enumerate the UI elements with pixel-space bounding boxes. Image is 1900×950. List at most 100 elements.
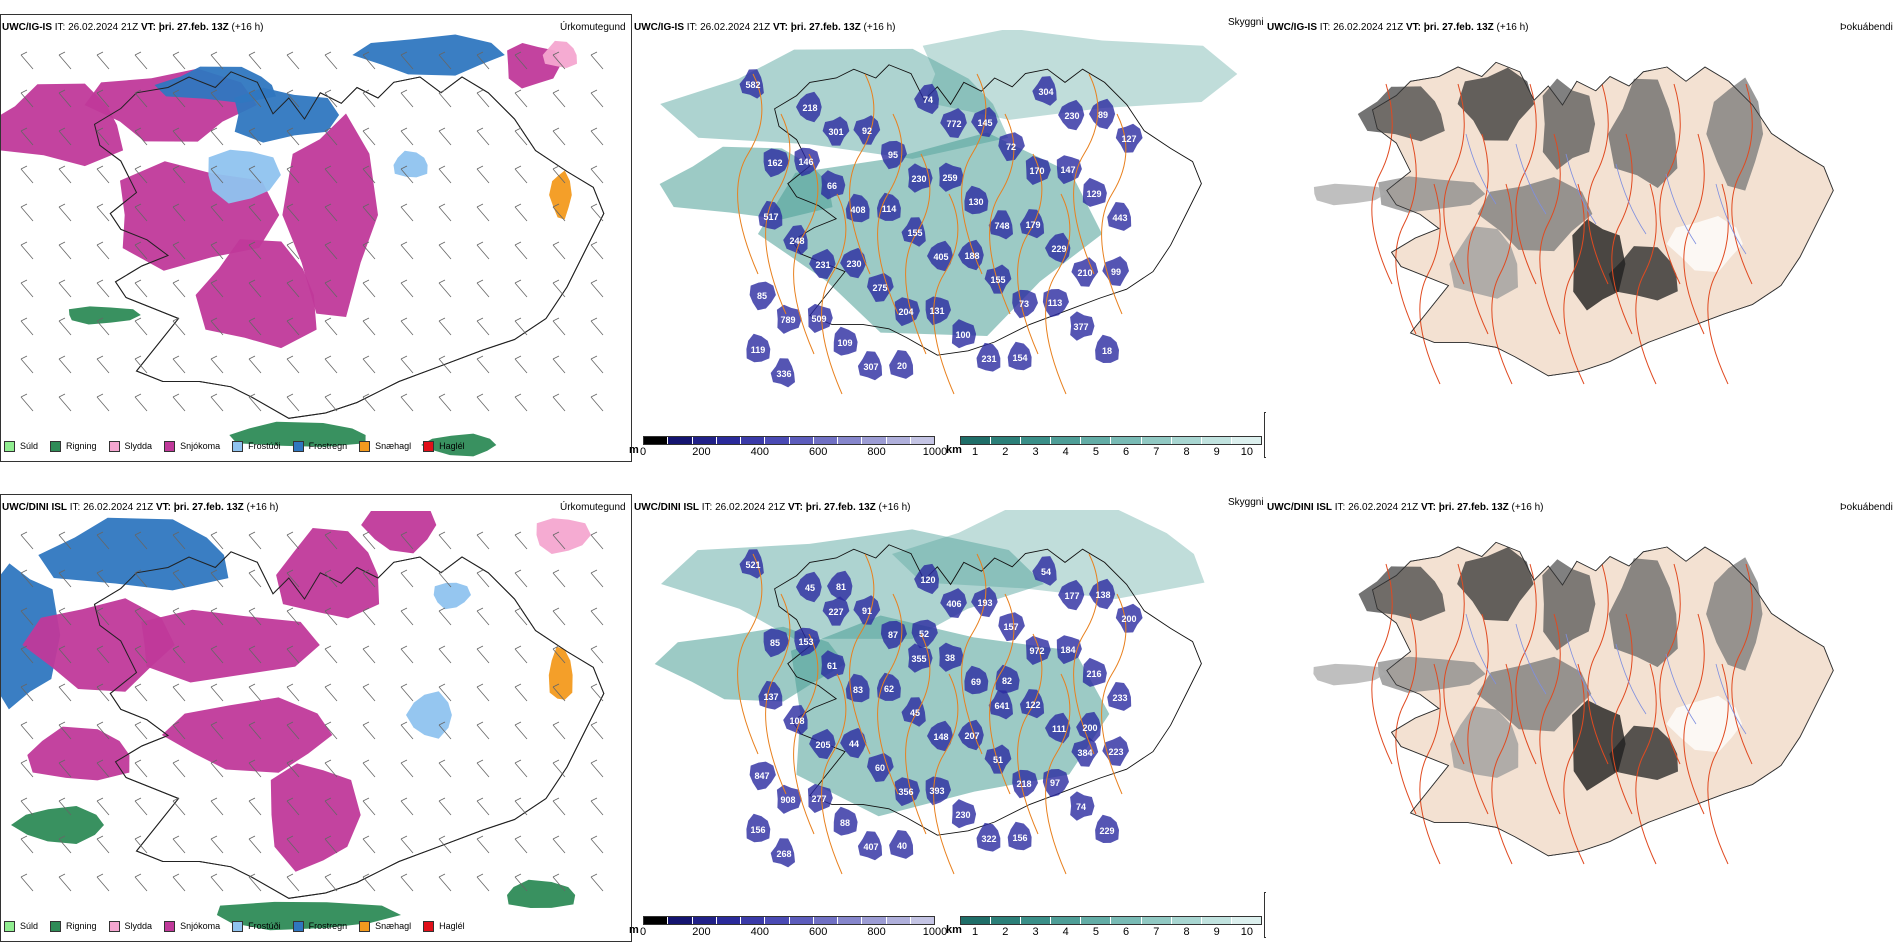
colorbar-cell xyxy=(886,437,911,444)
ceiling-patch xyxy=(840,247,867,279)
wind-barb xyxy=(248,607,262,626)
wind-barb xyxy=(400,89,414,108)
wind-barb-flag xyxy=(248,607,256,612)
ceiling-value-label: 233 xyxy=(1112,693,1127,703)
wind-barb-shaft xyxy=(476,762,490,778)
wind-barb xyxy=(324,873,338,892)
wind-barb-shaft xyxy=(400,724,414,740)
wind-barb-flag xyxy=(286,683,294,688)
wind-barb-shaft xyxy=(58,610,72,626)
ceiling-value-label: 74 xyxy=(1076,802,1086,812)
precip-area xyxy=(352,34,505,76)
wind-barb xyxy=(248,279,262,298)
wind-barb-flag xyxy=(210,683,218,688)
wind-barb-shaft xyxy=(590,206,604,222)
legend-swatch xyxy=(232,440,244,452)
wind-barb-flag xyxy=(476,355,484,360)
wind-barb-shaft xyxy=(286,396,300,412)
ceiling-patch xyxy=(746,813,771,843)
wind-barb xyxy=(134,51,148,70)
wind-barb-flag xyxy=(96,721,104,726)
wind-barb-shaft xyxy=(134,282,148,298)
ceiling-value-label: 218 xyxy=(1016,779,1031,789)
wind-barb xyxy=(324,645,338,664)
wind-barb-shaft xyxy=(248,800,262,816)
colorbar-cell xyxy=(716,437,741,444)
wind-barb xyxy=(210,241,224,260)
fog-patch xyxy=(1706,77,1764,191)
wind-barb-shaft xyxy=(96,572,110,588)
wind-barb-flag xyxy=(172,203,180,208)
wind-barb-flag xyxy=(248,241,256,246)
ceiling-value-label: 207 xyxy=(964,731,979,741)
road-line xyxy=(905,633,931,835)
wind-barb-shaft xyxy=(476,396,490,412)
wind-barb-shaft xyxy=(324,320,338,336)
wind-barb xyxy=(590,721,604,740)
wind-barb-shaft xyxy=(58,206,72,222)
wind-barb xyxy=(552,873,566,892)
colorbar-tick-label: 8 xyxy=(1183,446,1190,458)
wind-barb xyxy=(362,355,376,374)
road-line xyxy=(1017,633,1043,835)
wind-barb-shaft xyxy=(514,358,528,374)
wind-barb-shaft xyxy=(552,610,566,626)
wind-barb-flag xyxy=(552,645,560,650)
valid-time: þri. 27.feb. 13Z xyxy=(170,502,244,513)
wind-barb-shaft xyxy=(248,724,262,740)
legend-label: Haglél xyxy=(439,921,465,931)
ceiling-patch xyxy=(796,91,822,123)
wind-barb-shaft xyxy=(438,610,452,626)
wind-barb-shaft xyxy=(58,800,72,816)
wind-barb-shaft xyxy=(134,610,148,626)
wind-barb-shaft xyxy=(20,610,34,626)
wind-barb-flag xyxy=(134,645,142,650)
wind-barb-shaft xyxy=(172,54,186,70)
colorbar-cell xyxy=(1021,917,1052,924)
colorbar-tick-label: 5 xyxy=(1092,446,1099,458)
fog-patch xyxy=(1358,566,1446,621)
visibility-header-dini: UWC/DINI ISL IT: 26.02.2024 21Z VT: þri.… xyxy=(634,502,911,514)
wind-barb-shaft xyxy=(134,358,148,374)
wind-barb-shaft xyxy=(514,282,528,298)
ceiling-patch xyxy=(867,753,894,782)
wind-barb-shaft xyxy=(400,320,414,336)
wind-barb-flag xyxy=(134,51,142,56)
wind-barb-shaft xyxy=(514,686,528,702)
wind-barb-shaft xyxy=(172,686,186,702)
wind-barb-flag xyxy=(134,797,142,802)
wind-barb-flag xyxy=(210,393,218,398)
ceiling-patch xyxy=(1042,289,1069,318)
ceiling-value-label: 200 xyxy=(1121,614,1136,624)
precip-area xyxy=(536,518,591,554)
wind-barb xyxy=(286,797,300,816)
wind-barb-shaft xyxy=(286,610,300,626)
wind-barb-shaft xyxy=(552,396,566,412)
wind-barb-flag xyxy=(20,797,28,802)
colorbar-unit: m xyxy=(629,444,639,456)
wind-barb-flag xyxy=(438,393,446,398)
fog-patch xyxy=(1608,78,1678,188)
wind-barb xyxy=(286,873,300,892)
ceiling-patch xyxy=(1076,711,1101,743)
wind-barb-shaft xyxy=(20,358,34,374)
ceiling-patch xyxy=(763,148,789,178)
wind-barb-flag xyxy=(20,531,28,536)
wind-barb-shaft xyxy=(248,648,262,664)
wind-barb-flag xyxy=(134,835,142,840)
wind-barb-flag xyxy=(210,89,218,94)
header-strip xyxy=(1,15,631,31)
wind-barb xyxy=(20,317,34,336)
wind-barb xyxy=(552,165,566,184)
colorbar-cell xyxy=(1111,437,1142,444)
wind-barb-flag xyxy=(476,569,484,574)
wind-barb-shaft xyxy=(476,648,490,664)
wind-barb-flag xyxy=(248,759,256,764)
wind-barb-shaft xyxy=(324,534,338,550)
wind-barb xyxy=(476,683,490,702)
precip-map-graphic xyxy=(1,15,631,457)
wind-barb-flag xyxy=(96,355,104,360)
wind-barb-flag xyxy=(362,393,370,398)
wind-barb-flag xyxy=(58,759,66,764)
wind-barb-flag xyxy=(96,645,104,650)
